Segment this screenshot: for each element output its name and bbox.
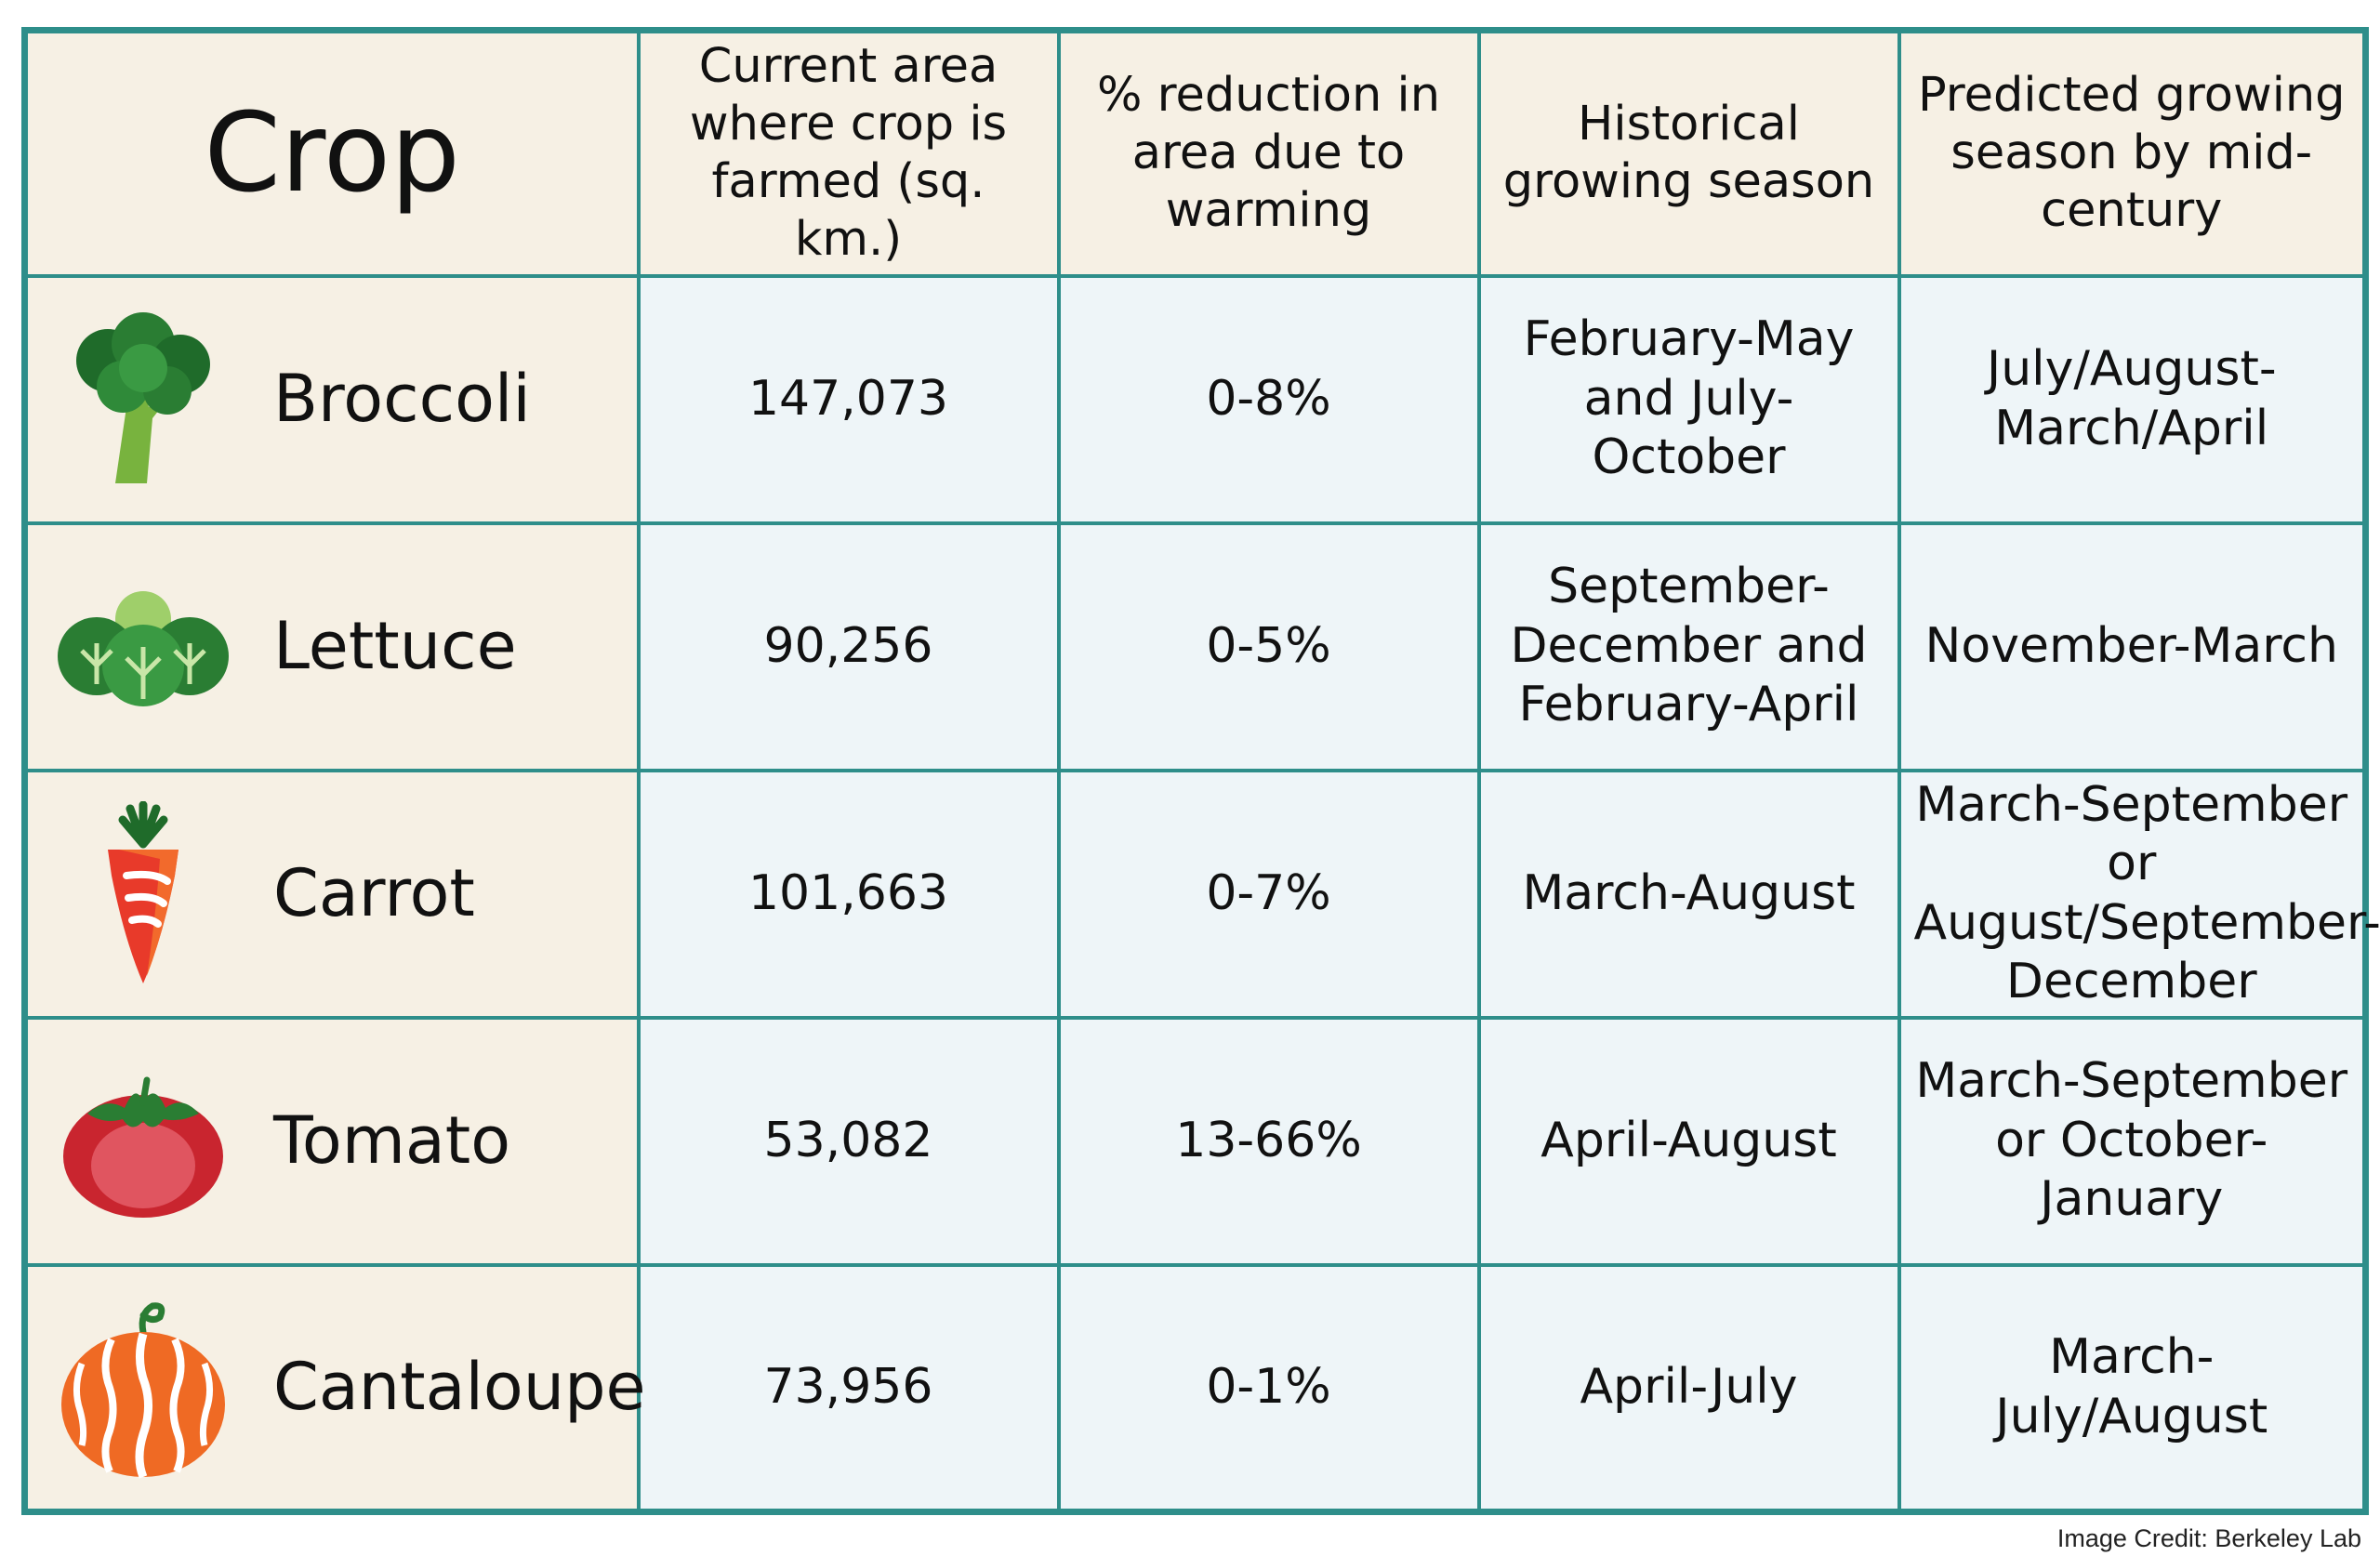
header-predicted-season: Predicted growing season by mid-century <box>1897 28 2368 278</box>
crop-cell: Lettuce <box>22 521 641 772</box>
area-cell: 147,073 <box>636 273 1061 525</box>
crop-name: Cantaloupe <box>273 1349 646 1426</box>
table-row: Lettuce 90,256 0-5% September-December a… <box>22 521 2368 772</box>
area-cell: 53,082 <box>636 1015 1061 1267</box>
predicted-cell: November-March <box>1897 521 2368 772</box>
crop-table: Crop Current area where crop is farmed (… <box>21 27 2380 1515</box>
area-cell: 73,956 <box>636 1262 1061 1514</box>
crop-name: Tomato <box>273 1101 511 1179</box>
reduction-cell: 0-8% <box>1056 273 1481 525</box>
historical-cell: February-May and July-October <box>1476 273 1901 525</box>
table-row: Broccoli 147,073 0-8% February-May and J… <box>22 273 2368 525</box>
crop-name: Carrot <box>273 854 475 931</box>
area-cell: 101,663 <box>636 768 1061 1020</box>
historical-cell: April-August <box>1476 1015 1901 1267</box>
crop-cell: Broccoli <box>22 273 641 525</box>
crop-name: Lettuce <box>273 607 517 684</box>
area-cell: 90,256 <box>636 521 1061 772</box>
reduction-cell: 0-1% <box>1056 1262 1481 1514</box>
header-current-area: Current area where crop is farmed (sq. k… <box>636 28 1061 278</box>
crop-name: Broccoli <box>273 360 531 437</box>
reduction-cell: 0-7% <box>1056 768 1481 1020</box>
predicted-cell: March-September or August/September-Dece… <box>1897 768 2380 1020</box>
historical-cell: April-July <box>1476 1262 1901 1514</box>
header-row: Crop Current area where crop is farmed (… <box>22 28 2368 278</box>
table-row: Carrot 101,663 0-7% March-August March-S… <box>22 768 2380 1020</box>
carrot-icon <box>41 792 245 996</box>
reduction-cell: 13-66% <box>1056 1015 1481 1267</box>
table-row: Tomato 53,082 13-66% April-August March-… <box>22 1015 2368 1267</box>
reduction-cell: 0-5% <box>1056 521 1481 772</box>
predicted-cell: July/August-March/April <box>1897 273 2368 525</box>
header-historical-season: Historical growing season <box>1476 28 1901 278</box>
crop-cell: Carrot <box>22 768 641 1020</box>
crop-cell: Cantaloupe <box>22 1262 646 1514</box>
predicted-cell: March-September or October-January <box>1897 1015 2368 1267</box>
tomato-icon <box>41 1039 245 1244</box>
header-crop: Crop <box>22 28 641 278</box>
broccoli-icon <box>41 297 245 502</box>
crop-cell: Tomato <box>22 1015 641 1267</box>
table-row: Cantaloupe 73,956 0-1% April-July March-… <box>22 1262 2368 1514</box>
historical-cell: March-August <box>1476 768 1901 1020</box>
lettuce-icon <box>41 545 245 749</box>
predicted-cell: March-July/August <box>1897 1262 2368 1514</box>
cantaloupe-icon <box>41 1286 245 1490</box>
historical-cell: September-December and February-April <box>1476 521 1901 772</box>
header-reduction: % reduction in area due to warming <box>1056 28 1481 278</box>
image-credit: Image Credit: Berkeley Lab <box>2056 1524 2361 1552</box>
